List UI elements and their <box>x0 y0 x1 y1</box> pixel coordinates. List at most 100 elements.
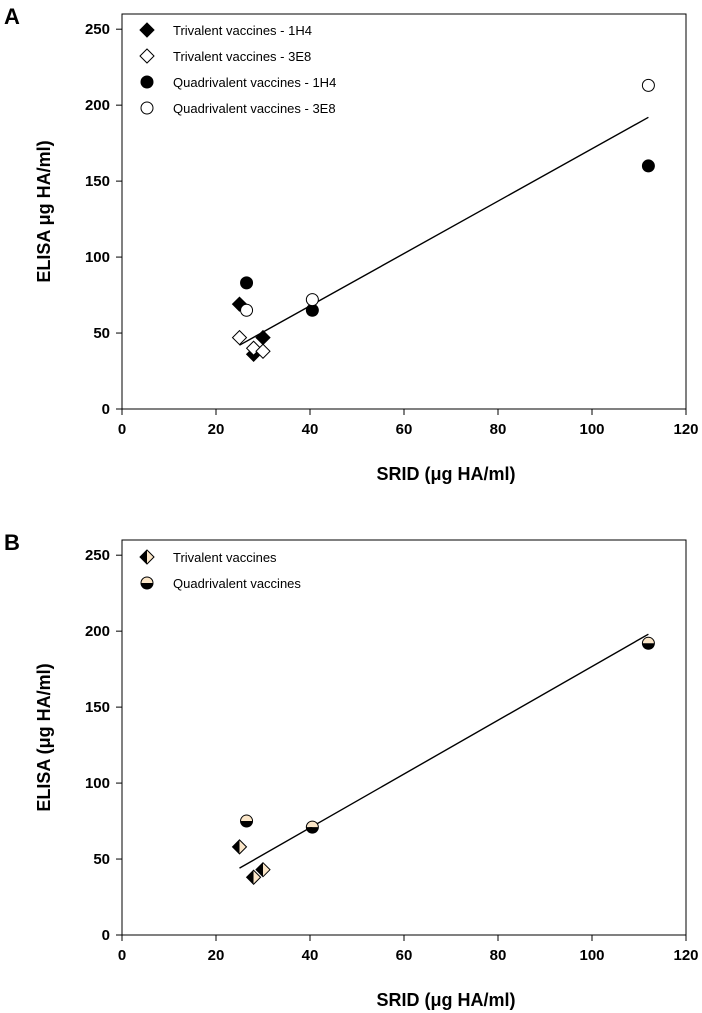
panel-letter: A <box>4 4 20 29</box>
data-point <box>641 636 655 650</box>
x-tick-label: 0 <box>118 947 126 964</box>
x-tick-label: 60 <box>396 947 413 964</box>
legend: Trivalent vaccines - 1H4 Trivalent vaccin… <box>139 22 336 116</box>
marker-outline <box>245 869 262 885</box>
y-tick-label: 150 <box>85 699 110 716</box>
data-point <box>641 78 655 92</box>
legend-item: Trivalent vaccines - 1H4 <box>139 22 312 38</box>
y-tick-label: 0 <box>102 401 110 418</box>
marker-half-dark <box>642 643 655 650</box>
marker-half-light <box>306 821 319 828</box>
data-point <box>255 343 271 359</box>
marker-half-light <box>141 577 153 583</box>
chart-panel-b: B 0 20 40 60 80 100 120 0 50 100 150 200 250 SRID (μg … <box>4 530 699 1010</box>
y-axis-title: ELISA (μg HA/ml) <box>34 663 54 811</box>
marker-shape <box>240 303 254 317</box>
chart-panel-a: A 0 20 40 60 80 100 120 0 50 100 150 200 250 SRID (μg … <box>4 4 699 484</box>
x-axis-title: SRID (μg HA/ml) <box>376 990 515 1010</box>
y-tick-label: 100 <box>85 249 110 266</box>
legend-marker <box>140 75 154 89</box>
marker-shape <box>305 293 319 307</box>
data-point <box>305 293 319 307</box>
x-tick-label: 0 <box>118 421 126 438</box>
y-tick-label: 50 <box>93 325 110 342</box>
marker-half-light <box>240 815 253 822</box>
data-point <box>231 329 248 346</box>
marker-half-dark <box>256 862 263 877</box>
data-point <box>305 820 319 834</box>
data-point <box>231 839 248 855</box>
marker-shape <box>255 343 271 359</box>
marker-outline <box>255 861 271 878</box>
data-point <box>240 303 254 317</box>
series-1 <box>240 636 655 834</box>
legend-marker <box>139 22 155 38</box>
legend-item: Trivalent vaccines <box>139 549 277 565</box>
x-tick-label: 100 <box>579 421 604 438</box>
legend-item: Quadrivalent vaccines - 3E8 <box>140 101 336 116</box>
x-tick-label: 40 <box>302 947 319 964</box>
marker-half-light <box>263 862 270 877</box>
x-tick-label: 40 <box>302 421 319 438</box>
legend-label: Trivalent vaccines - 1H4 <box>173 23 312 38</box>
x-tick-label: 20 <box>208 421 225 438</box>
y-tick-label: 250 <box>85 21 110 38</box>
marker-outline <box>231 839 248 855</box>
marker-half-light <box>253 870 261 885</box>
marker-half-dark <box>140 550 147 564</box>
x-tick-label: 80 <box>490 421 507 438</box>
x-axis-title: SRID (μg HA/ml) <box>376 464 515 484</box>
x-tick-label: 60 <box>396 421 413 438</box>
y-tick-label: 150 <box>85 173 110 190</box>
marker-outline <box>305 820 319 834</box>
marker-shape <box>240 276 254 290</box>
legend-label: Quadrivalent vaccines - 1H4 <box>173 75 336 90</box>
marker-shape <box>231 329 248 346</box>
y-tick-label: 250 <box>85 547 110 564</box>
marker-outline <box>641 636 655 650</box>
legend-item: Quadrivalent vaccines <box>140 576 301 591</box>
x-tick-label: 120 <box>673 421 698 438</box>
marker-half-light <box>147 550 154 564</box>
marker-outline <box>140 576 154 590</box>
x-tick-label: 80 <box>490 947 507 964</box>
legend-marker <box>140 101 154 115</box>
plot-frame <box>121 13 687 410</box>
marker-half-dark <box>240 821 253 828</box>
marker-outline <box>240 814 254 828</box>
legend-item: Quadrivalent vaccines - 1H4 <box>140 75 336 90</box>
data-point <box>240 814 254 828</box>
marker-half-dark <box>141 583 153 589</box>
marker-half-dark <box>306 827 319 834</box>
y-tick-label: 50 <box>93 851 110 868</box>
y-tick-label: 200 <box>85 623 110 640</box>
marker-shape <box>641 159 655 173</box>
legend-label: Trivalent vaccines - 3E8 <box>173 49 311 64</box>
y-axis-title: ELISA μg HA/ml) <box>34 140 54 282</box>
series-0 <box>231 839 271 885</box>
marker-shape <box>641 78 655 92</box>
data-point <box>240 276 254 290</box>
legend-label: Quadrivalent vaccines <box>173 576 301 591</box>
y-tick-label: 200 <box>85 97 110 114</box>
marker-shape <box>139 22 155 38</box>
plot-frame <box>121 539 687 936</box>
legend-marker <box>139 48 155 64</box>
marker-shape <box>255 329 271 346</box>
legend-marker <box>139 549 155 565</box>
series-2 <box>240 159 655 317</box>
y-tick-label: 100 <box>85 775 110 792</box>
legend: Trivalent vaccines Quadrivalent vaccines <box>139 549 301 591</box>
x-tick-label: 100 <box>579 947 604 964</box>
x-tick-label: 120 <box>673 947 698 964</box>
series-3 <box>240 78 655 317</box>
marker-half-light <box>642 637 655 644</box>
marker-half-dark <box>232 839 240 854</box>
marker-shape <box>140 75 154 89</box>
series-1 <box>231 329 271 359</box>
marker-half-dark <box>246 870 254 885</box>
marker-half-light <box>239 839 247 854</box>
marker-shape <box>139 48 155 64</box>
regression-line <box>239 116 649 346</box>
